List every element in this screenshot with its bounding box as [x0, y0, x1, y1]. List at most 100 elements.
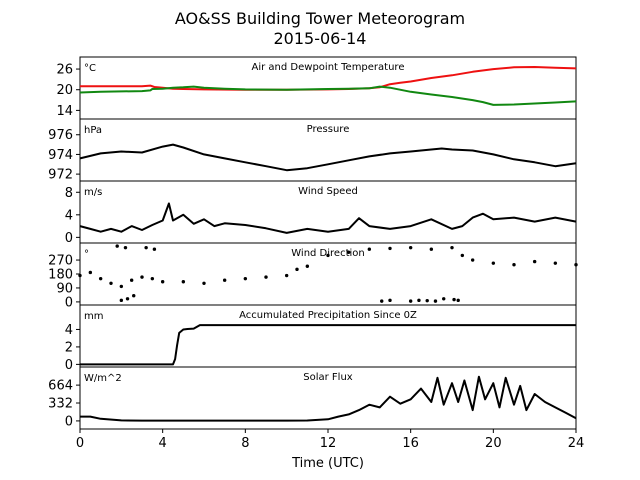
series-line-1 — [79, 202, 577, 234]
y-tick-label: 20 — [56, 83, 73, 98]
data-point — [243, 276, 248, 281]
data-point — [417, 298, 421, 303]
data-point — [88, 270, 93, 275]
panel-title: Wind Speed — [298, 186, 358, 197]
y-tick-label: 0 — [65, 295, 73, 310]
y-tick-label: 0 — [65, 231, 73, 246]
y-tick-label: 664 — [48, 379, 73, 394]
x-tick-label: 12 — [320, 436, 337, 451]
data-point — [452, 297, 456, 302]
figure-subtitle: 2015-06-14 — [274, 29, 367, 48]
y-tick-label: 972 — [48, 168, 73, 183]
data-point — [532, 259, 537, 264]
panel-5: 0 2 4 mm Accumulated Precipitation Since 0Z — [65, 304, 577, 373]
data-point — [346, 250, 351, 254]
data-point — [408, 245, 413, 250]
y-tick-label: 4 — [65, 323, 73, 338]
panel-2: 972 974 976 hPa Pressure — [48, 118, 577, 183]
series-line-1 — [80, 324, 576, 366]
panel-6: 0 332 664 W/m^2 Solar Flux — [48, 366, 577, 430]
data-point — [553, 261, 558, 265]
x-tick-label: 20 — [485, 436, 502, 451]
panel-title: Wind Direction — [291, 248, 365, 259]
panel-3: 0 4 8 m/s Wind Speed — [65, 180, 577, 246]
unit-label: m/s — [84, 187, 102, 198]
data-point — [388, 246, 392, 251]
data-point — [123, 245, 128, 250]
x-tick-label: 16 — [402, 436, 419, 451]
y-tick-label: 0 — [65, 414, 73, 429]
series-line-1 — [80, 375, 577, 422]
panel-title: Air and Dewpoint Temperature — [252, 62, 405, 73]
panel-1: 14 20 26 °C Air and Dewpoint Temperature — [56, 56, 577, 120]
data-point — [574, 263, 578, 267]
unit-label: W/m^2 — [84, 373, 122, 384]
data-point — [264, 275, 268, 279]
data-point — [512, 263, 516, 267]
x-axis-label: Time (UTC) — [291, 456, 364, 471]
x-tick-label: 8 — [241, 436, 249, 451]
series-line-2 — [79, 85, 577, 106]
data-point — [119, 298, 124, 303]
panel-title: Pressure — [307, 124, 350, 135]
y-tick-label: 180 — [48, 268, 73, 283]
y-tick-label: 270 — [48, 254, 73, 269]
panel-title: Accumulated Precipitation Since 0Z — [239, 310, 417, 321]
data-point — [284, 273, 289, 278]
data-point — [125, 297, 130, 301]
data-point — [109, 281, 113, 285]
data-point — [460, 253, 465, 258]
data-point — [450, 245, 454, 250]
y-tick-label: 332 — [48, 397, 73, 412]
data-point — [152, 247, 157, 251]
data-point — [326, 253, 330, 258]
data-point — [132, 294, 136, 298]
y-tick-label: 0 — [65, 358, 73, 373]
data-point — [150, 276, 155, 281]
data-point — [115, 244, 119, 248]
series-line-1 — [79, 143, 577, 172]
data-point — [78, 273, 82, 278]
data-point — [408, 299, 413, 303]
data-point — [129, 278, 134, 282]
data-point — [429, 247, 434, 251]
panel-title: Solar Flux — [303, 372, 353, 383]
data-point — [442, 297, 446, 301]
y-tick-label: 976 — [48, 128, 73, 143]
data-point — [160, 280, 165, 284]
data-point — [367, 247, 372, 251]
unit-label: mm — [84, 311, 103, 322]
data-point — [305, 264, 310, 268]
x-axis: 0 4 8 12 16 20 24 — [76, 429, 584, 451]
x-tick-label: 0 — [76, 436, 84, 451]
data-point — [456, 298, 460, 303]
y-tick-label: 4 — [65, 208, 73, 223]
unit-label: hPa — [84, 125, 102, 136]
unit-label: ° — [84, 249, 89, 260]
x-tick-label: 24 — [568, 436, 585, 451]
data-point — [119, 284, 124, 289]
y-tick-label: 974 — [48, 148, 73, 163]
y-tick-label: 26 — [56, 63, 73, 78]
data-point — [222, 278, 227, 282]
data-point — [433, 299, 438, 303]
figure-title: AO&SS Building Tower Meteorogram — [175, 9, 465, 28]
data-point — [202, 281, 206, 285]
y-tick-label: 90 — [56, 281, 73, 296]
y-tick-label: 8 — [65, 186, 73, 201]
y-tick-label: 2 — [65, 340, 73, 355]
unit-label: °C — [84, 63, 96, 74]
data-point — [98, 276, 103, 281]
data-point — [144, 245, 148, 250]
data-point — [295, 267, 299, 272]
data-point — [140, 275, 144, 279]
data-point — [388, 298, 392, 303]
data-point — [181, 280, 186, 284]
y-tick-label: 14 — [56, 104, 73, 119]
data-point — [380, 299, 384, 303]
data-point — [425, 298, 429, 303]
x-tick-label: 4 — [159, 436, 167, 451]
